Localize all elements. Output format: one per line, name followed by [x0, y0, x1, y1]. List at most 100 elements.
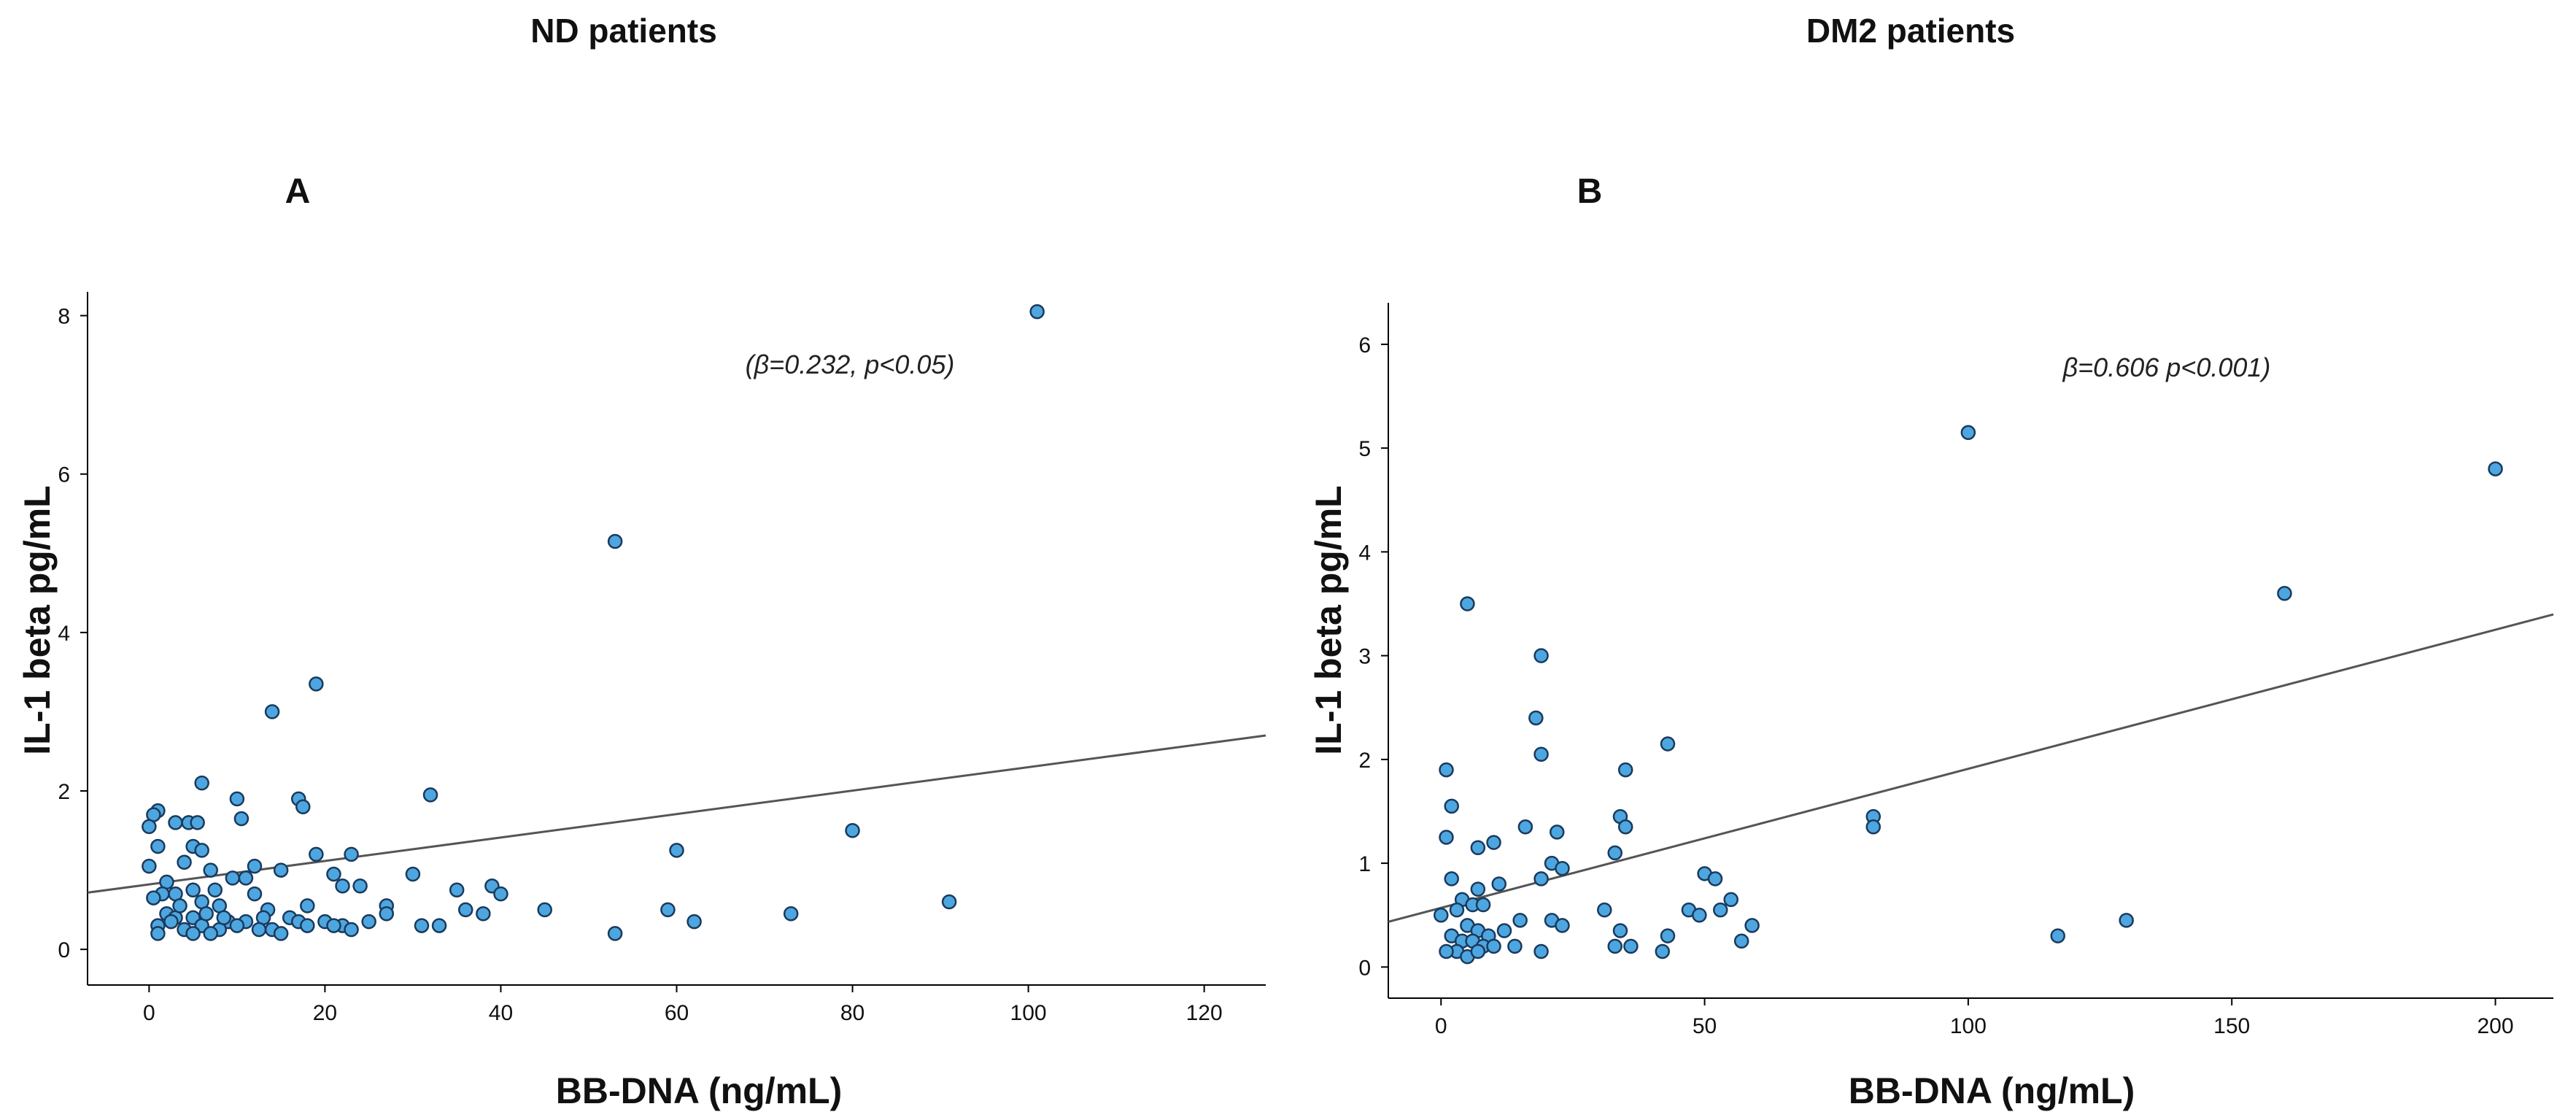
panel-a-data-point — [229, 918, 245, 933]
panel-b-data-point — [1607, 845, 1622, 861]
panel-a-data-point — [185, 926, 201, 941]
panel-a-y-axis-label: IL-1 beta pg/mL — [17, 485, 58, 754]
panel-a-data-point — [247, 858, 263, 874]
panel-a-data-point — [686, 914, 702, 930]
panel-a-data-point — [172, 898, 187, 914]
panel-a-data-point — [229, 791, 245, 807]
panel-a-data-point — [142, 819, 157, 835]
panel-a-data-point — [335, 878, 350, 894]
panel-a-data-point — [422, 787, 438, 803]
panel-b-fit-line — [1388, 613, 2554, 923]
panel-a-data-point — [185, 882, 201, 897]
panel-b-data-point — [1434, 907, 1449, 923]
panel-a-plot: 0 20 40 60 80 100 120 0 2 4 6 8 — [58, 292, 1266, 1025]
panel-a-y-tick-label: 2 — [58, 780, 70, 804]
panel-b-data-point — [1470, 840, 1486, 856]
panel-a-data-point — [300, 898, 315, 914]
panel-b-data-point — [1555, 918, 1570, 933]
panel-a-data-point — [190, 815, 205, 830]
panel-a-data-point — [1029, 304, 1045, 320]
panel-b-data-point — [1713, 902, 1728, 918]
panel-a-y-tick-label: 4 — [58, 622, 70, 646]
panel-b-y-tick-label: 1 — [1358, 852, 1371, 876]
panel-b-data-point — [1470, 881, 1486, 897]
panel-a-data-point — [207, 882, 223, 897]
panel-a-data-point — [344, 846, 359, 862]
panel-a-data-point — [537, 902, 552, 918]
panel-a-data-point — [238, 870, 254, 886]
panel-b-y-tick-label: 3 — [1358, 645, 1371, 669]
panel-a-y-tick-label: 6 — [58, 463, 70, 487]
panel-a-data-point — [326, 918, 341, 933]
panel-a-data-point — [150, 838, 166, 854]
panel-a-data-point — [309, 846, 324, 862]
panel-a-data-point — [203, 926, 218, 941]
panel-b-data-point — [1533, 648, 1549, 663]
panel-a-data-point — [457, 902, 473, 918]
panel-a-x-tick-label: 0 — [143, 1001, 155, 1025]
panel-b-data-point — [1960, 425, 1976, 441]
panel-b-y-tick-label: 4 — [1358, 541, 1371, 565]
panel-a-data-point — [405, 866, 421, 882]
panel-a-data-point — [783, 906, 799, 922]
panel-b-annotation: β=0.606 p<0.001) — [2062, 352, 2271, 382]
panel-a: ND patients A 0 20 40 60 80 100 120 0 2 4 6 8 BB-DN… — [17, 12, 1266, 1111]
panel-a-data-point — [476, 906, 491, 922]
panel-b-data-point — [2277, 586, 2292, 601]
panel-b-title: DM2 patients — [1806, 12, 2015, 50]
panel-a-data-point — [431, 918, 447, 933]
panel-b-data-point — [1692, 907, 1707, 923]
panel-a-data-point — [941, 894, 957, 910]
panel-b-data-point — [1617, 762, 1633, 778]
panel-a-x-tick-label: 80 — [840, 1001, 865, 1025]
panel-a-data-point — [168, 815, 183, 830]
panel-a-data-point — [177, 854, 192, 870]
panel-b-data-point — [1660, 928, 1676, 943]
panel-a-data-point — [247, 886, 263, 902]
panel-b-data-point — [1444, 798, 1459, 814]
panel-a-data-point — [273, 862, 289, 878]
panel-b-data-point — [1623, 938, 1639, 954]
panel-a-data-point — [216, 910, 232, 925]
panel-a-x-tick-label: 100 — [1010, 1001, 1047, 1025]
panel-a-y-tick-label: 8 — [58, 305, 70, 329]
panel-a-data-point — [295, 799, 311, 814]
panel-b-x-tick-label: 150 — [2213, 1014, 2250, 1038]
panel-b-data-point — [1444, 871, 1459, 887]
panel-a-data-point — [225, 870, 241, 886]
panel-a-data-point — [273, 926, 289, 941]
panel-a-x-tick-label: 120 — [1186, 1001, 1223, 1025]
panel-b-data-point — [1617, 819, 1633, 835]
panel-b-data-point — [2050, 928, 2065, 943]
panel-b-x-axis-label: BB-DNA (ng/mL) — [1849, 1070, 2135, 1111]
panel-a-data-point — [150, 926, 166, 941]
panel-a-data-point — [309, 676, 324, 692]
panel-a-data-point — [251, 922, 267, 938]
panel-b-data-point — [1460, 596, 1475, 611]
panel-b-data-point — [1475, 897, 1491, 913]
panel-b-data-point — [2488, 461, 2503, 476]
panel-a-data-point — [449, 882, 465, 897]
panel-a-data-point — [669, 843, 684, 858]
panel-b-data-point — [1865, 819, 1881, 835]
panel-a-data-point — [203, 862, 218, 878]
panel-a-data-point — [194, 843, 209, 858]
panel-b-data-point — [1744, 918, 1760, 933]
panel-a-data-point — [194, 775, 209, 791]
panel-a-data-point — [326, 866, 341, 882]
panel-b-data-point — [1507, 938, 1523, 954]
panel-b-data-point — [1607, 938, 1622, 954]
panel-b: DM2 patients B 0 50 100 150 200 0 1 2 3 4 5 6 BB-DN… — [1308, 12, 2554, 1111]
panel-a-data-point — [414, 918, 430, 933]
panel-b-data-point — [1512, 913, 1528, 928]
panel-a-y-tick-label: 0 — [58, 938, 70, 962]
panel-b-data-point — [1612, 923, 1628, 938]
panel-b-data-point — [1491, 876, 1507, 892]
panel-a-data-point — [344, 922, 359, 938]
panel-b-data-point — [1660, 736, 1676, 752]
panel-b-data-point — [2119, 913, 2134, 928]
panel-b-y-tick-label: 6 — [1358, 333, 1371, 358]
panel-a-data-point — [146, 890, 161, 905]
panel-b-x-tick-label: 0 — [1435, 1014, 1447, 1038]
